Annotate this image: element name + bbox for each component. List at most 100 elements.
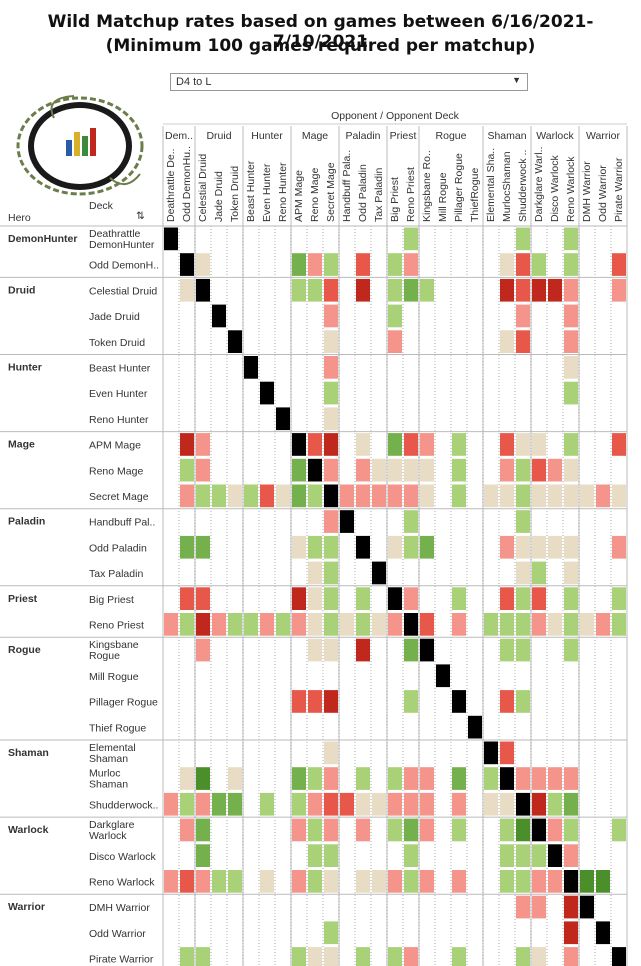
- matchup-cell: [532, 253, 546, 276]
- matchup-cell: [564, 947, 578, 966]
- chart-title: Wild Matchup rates based on games betwee…: [47, 12, 594, 52]
- matchup-cell: [532, 561, 546, 585]
- matchup-cell: [532, 613, 546, 636]
- matchup-cell: [564, 767, 578, 790]
- matchup-cell: [324, 278, 338, 302]
- matchup-cell: [516, 278, 530, 302]
- opponent-deck-label: Handbuff Pala..: [341, 150, 353, 222]
- mirror-cell: [596, 921, 610, 945]
- matchup-cell: [324, 844, 338, 867]
- matchup-cell: [516, 458, 530, 482]
- matchup-cell: [324, 407, 338, 431]
- matchup-cell: [612, 587, 626, 610]
- matchup-cell: [516, 895, 530, 919]
- matchup-cell: [500, 870, 514, 893]
- matchup-cell: [244, 613, 258, 636]
- matchup-cell: [324, 304, 338, 328]
- matchup-cell: [388, 278, 402, 302]
- matchup-cell: [500, 484, 514, 508]
- matchup-cell: [244, 484, 258, 508]
- matchup-cell: [420, 818, 434, 842]
- mirror-cell: [164, 227, 178, 251]
- matchup-cell: [564, 535, 578, 559]
- opponent-deck-label: Pirate Warrior: [613, 157, 625, 222]
- deck-label: Reno Priest: [89, 620, 144, 632]
- opponent-deck-label: Big Priest: [389, 177, 401, 222]
- matchup-cell: [516, 947, 530, 966]
- deck-label: Handbuff Pal..: [89, 517, 155, 529]
- matchup-cell: [532, 484, 546, 508]
- matchup-cell: [308, 253, 322, 276]
- matchup-cell: [420, 870, 434, 893]
- matchup-cell: [324, 818, 338, 842]
- matchup-cell: [452, 587, 466, 610]
- mirror-cell: [324, 484, 338, 508]
- opponent-deck-label: Reno Mage: [309, 168, 321, 222]
- deck-label: Tax Paladin: [89, 568, 143, 580]
- opponent-deck-label: Pillager Rogue: [453, 153, 465, 222]
- hero-label: Warrior: [8, 901, 45, 913]
- matchup-cell: [580, 484, 594, 508]
- mirror-cell: [356, 535, 370, 559]
- matchup-cell: [228, 484, 242, 508]
- opponent-deck-label: Reno Priest: [405, 167, 417, 222]
- matchup-cell: [196, 613, 210, 636]
- matchup-cell: [388, 818, 402, 842]
- matchup-cell: [228, 767, 242, 790]
- matchup-cell: [196, 818, 210, 842]
- matchup-cell: [516, 535, 530, 559]
- matchup-cell: [452, 433, 466, 456]
- matchup-cell: [388, 792, 402, 816]
- matchup-cell: [564, 638, 578, 662]
- matchup-cell: [420, 767, 434, 790]
- matchup-cell: [612, 613, 626, 636]
- matchup-cell: [532, 433, 546, 456]
- matchup-cell: [292, 792, 306, 816]
- mirror-cell: [580, 895, 594, 919]
- matchup-cell: [324, 767, 338, 790]
- matchup-cell: [164, 613, 178, 636]
- opponent-deck-label: Token Druid: [229, 166, 241, 222]
- matchup-cell: [404, 278, 418, 302]
- matchup-cell: [420, 433, 434, 456]
- matchup-cell: [180, 947, 194, 966]
- deck-label: Reno Mage: [89, 465, 143, 477]
- mirror-cell: [372, 561, 386, 585]
- matchup-cell: [532, 844, 546, 867]
- matchup-cell: [228, 613, 242, 636]
- matchup-cell: [564, 895, 578, 919]
- opponent-deck-label: Elemental Sha..: [485, 148, 497, 222]
- opponent-deck-label: Even Hunter: [261, 163, 273, 222]
- opponent-axis-label: Opponent / Opponent Deck: [331, 110, 460, 122]
- matchup-cell: [308, 535, 322, 559]
- opponent-class-label: Priest: [390, 130, 417, 142]
- opponent-deck-label: Odd Warrior: [597, 165, 609, 222]
- matchup-cell: [516, 484, 530, 508]
- matchup-cell: [372, 484, 386, 508]
- deck-label: Reno Hunter: [89, 414, 149, 426]
- opponent-deck-label: Shudderwock ..: [517, 150, 529, 222]
- deck-label: Shaman: [89, 779, 128, 791]
- matchup-cell: [580, 613, 594, 636]
- matchup-cell: [308, 818, 322, 842]
- matchup-cell: [308, 433, 322, 456]
- matchup-cell: [196, 433, 210, 456]
- mirror-cell: [484, 741, 498, 765]
- matchup-cell: [564, 278, 578, 302]
- matchup-cell: [452, 613, 466, 636]
- matchup-cell: [324, 947, 338, 966]
- matchup-cell: [372, 458, 386, 482]
- matchup-cell: [180, 535, 194, 559]
- matchup-cell: [404, 767, 418, 790]
- matchup-cell: [196, 844, 210, 867]
- matchup-cell: [564, 330, 578, 353]
- rank-filter-dropdown[interactable]: D4 to L ▼: [170, 73, 528, 91]
- matchup-cell: [404, 818, 418, 842]
- matchup-cell: [356, 818, 370, 842]
- matchup-cell: [452, 947, 466, 966]
- matchup-cell: [516, 767, 530, 790]
- deck-label: APM Mage: [89, 440, 141, 452]
- matchup-cell: [612, 433, 626, 456]
- matchup-cell: [500, 330, 514, 353]
- matchup-cell: [308, 792, 322, 816]
